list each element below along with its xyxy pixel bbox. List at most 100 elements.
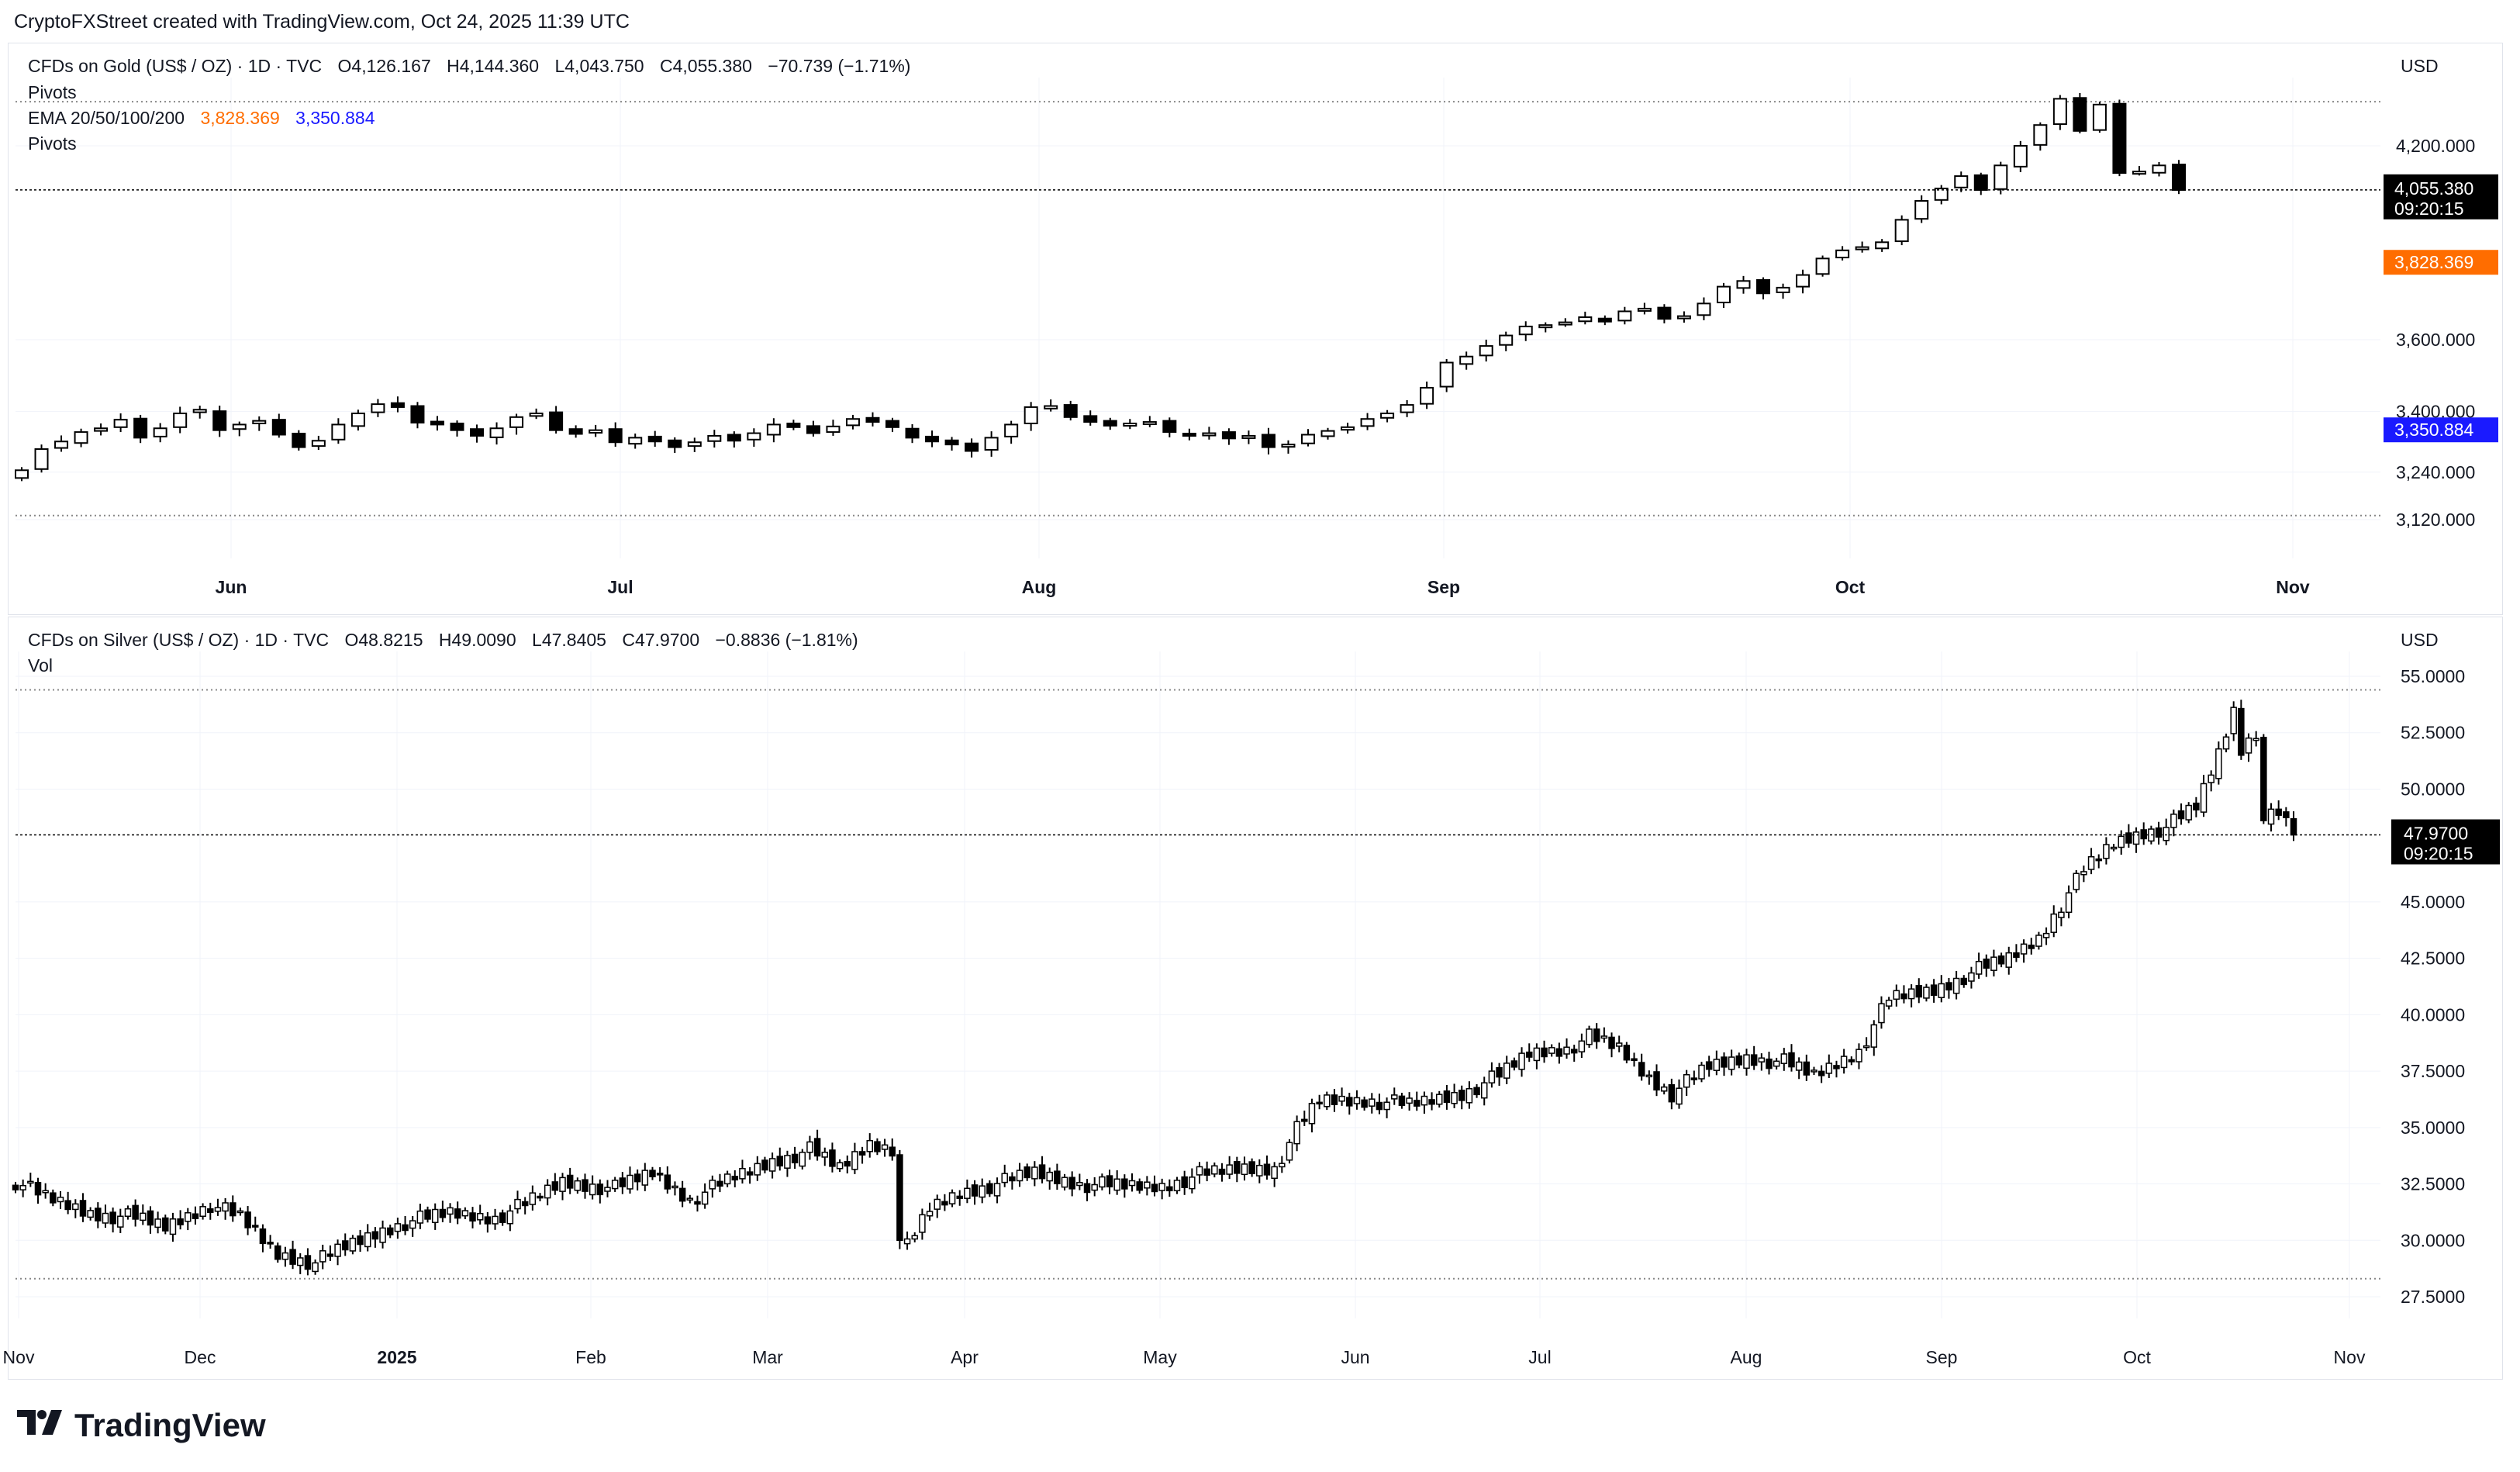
gold-candle-body <box>766 423 781 436</box>
silver-candle-body <box>1893 990 1900 1000</box>
silver-candle-body <box>461 1210 469 1217</box>
silver-candle-body <box>1510 1060 1518 1068</box>
silver-candle-body <box>1436 1094 1443 1105</box>
silver-candle-body <box>1338 1095 1345 1102</box>
silver-candle-body <box>199 1206 206 1217</box>
silver-candle-body <box>1383 1101 1390 1111</box>
gold-candle-body <box>1123 422 1137 427</box>
silver-candle-body <box>469 1212 476 1222</box>
silver-candle-body <box>537 1195 544 1199</box>
gold-candle-body <box>1875 241 1890 250</box>
silver-candle-body <box>926 1211 934 1217</box>
silver-candle-body <box>1271 1166 1278 1180</box>
gold-candle-body <box>1637 307 1652 312</box>
silver-candle-body <box>1121 1178 1128 1190</box>
silver-candle-body <box>1391 1094 1398 1100</box>
silver-candle-body <box>1009 1176 1016 1182</box>
silver-y-tick: 40.0000 <box>2401 1004 2465 1025</box>
silver-candle-body <box>1907 988 1915 1000</box>
gold-candle-body <box>1261 434 1276 448</box>
silver-candle-body <box>1099 1176 1106 1188</box>
gold-candle-body <box>806 425 820 434</box>
gold-indicator-pivots-2[interactable]: Pivots <box>28 133 77 154</box>
silver-candle-body <box>2230 707 2237 734</box>
silver-candle-body <box>1158 1183 1165 1191</box>
silver-candle-body <box>1623 1045 1631 1061</box>
gold-x-tick: Aug <box>1022 577 1057 597</box>
gold-candle-body <box>865 416 880 423</box>
silver-candle-body <box>1218 1168 1226 1175</box>
silver-candle-body <box>341 1240 349 1251</box>
silver-candle-body <box>87 1210 94 1218</box>
gold-candle-body <box>1400 404 1414 413</box>
silver-candle-body <box>447 1207 454 1215</box>
silver-candle-body <box>1997 955 2005 965</box>
silver-candle-body <box>1600 1035 1608 1039</box>
gold-candle-body <box>1439 361 1454 388</box>
gold-candle-body <box>965 442 979 452</box>
silver-candle-body <box>1795 1061 1803 1071</box>
silver-candle-body <box>230 1202 236 1217</box>
silver-title[interactable]: CFDs on Silver (US$ / OZ) · 1D · TVC <box>28 630 330 650</box>
silver-candle-body <box>1166 1186 1173 1192</box>
silver-candle-body <box>409 1220 416 1229</box>
gold-candle-body <box>1538 324 1553 329</box>
silver-candle-body <box>2185 804 2192 821</box>
silver-candle-body <box>754 1163 761 1176</box>
silver-candle-body <box>514 1198 521 1210</box>
gold-indicator-pivots-1[interactable]: Pivots <box>28 82 77 102</box>
silver-candle-body <box>2020 943 2028 955</box>
silver-low: L47.8405 <box>532 630 606 650</box>
silver-candle-body <box>192 1213 199 1219</box>
silver-candle-body <box>1061 1177 1068 1188</box>
silver-candle-body <box>664 1174 671 1190</box>
silver-candle-body <box>334 1243 341 1257</box>
silver-candle-body <box>806 1141 813 1153</box>
silver-candle-body <box>267 1242 274 1245</box>
silver-candle-body <box>34 1182 42 1196</box>
silver-candle-body <box>214 1207 222 1212</box>
silver-candle-body <box>934 1198 941 1210</box>
silver-candle-body <box>979 1185 986 1198</box>
silver-candle-body <box>140 1212 147 1221</box>
gold-candle-body <box>944 439 959 446</box>
silver-candle-body <box>492 1215 499 1225</box>
silver-candle-body <box>1031 1166 1038 1180</box>
gold-candle-body <box>331 423 346 441</box>
gold-currency-label[interactable]: USD <box>2401 56 2439 76</box>
silver-candle-body <box>1428 1099 1435 1105</box>
silver-candle-body <box>1676 1087 1683 1105</box>
silver-candle-body <box>1256 1164 1263 1177</box>
gold-candle-body <box>1044 405 1058 409</box>
silver-candle-body <box>1990 956 1997 971</box>
silver-legend: CFDs on Silver (US$ / OZ) · 1D · TVC O48… <box>28 630 869 651</box>
silver-candle-body <box>1923 987 1930 999</box>
gold-candle-body <box>1320 430 1335 437</box>
silver-candle-body <box>1525 1051 1533 1058</box>
silver-indicator-vol[interactable]: Vol <box>28 655 53 676</box>
silver-currency-label[interactable]: USD <box>2401 630 2439 650</box>
gold-candle-body <box>212 410 227 431</box>
gold-candle-body <box>727 434 741 442</box>
gold-candle-body <box>786 422 801 428</box>
gold-title[interactable]: CFDs on Gold (US$ / OZ) · 1D · TVC <box>28 56 323 76</box>
gold-x-tick: Jul <box>607 577 633 597</box>
silver-candle-body <box>2267 808 2275 825</box>
gold-candle-body <box>925 435 940 443</box>
silver-candle-body <box>986 1183 993 1194</box>
silver-candle-body <box>1465 1088 1473 1104</box>
silver-candle-body <box>544 1184 551 1199</box>
silver-candle-body <box>2215 748 2222 779</box>
gold-candle-body <box>1202 432 1217 437</box>
gold-candle-body <box>1360 418 1375 427</box>
silver-x-tick: May <box>1143 1347 1177 1367</box>
silver-candle-body <box>1960 977 1968 986</box>
ema20-label-box <box>2384 250 2498 275</box>
gold-x-tick: Oct <box>1835 577 1866 597</box>
silver-candle-body <box>476 1213 484 1221</box>
silver-candle-body <box>1226 1164 1233 1175</box>
silver-candle-body <box>896 1154 903 1242</box>
tradingview-logo[interactable]: TradingView <box>17 1405 266 1445</box>
gold-indicator-ema[interactable]: EMA 20/50/100/200 3,828.369 3,350.884 <box>28 108 386 129</box>
silver-candle-body <box>1608 1036 1615 1049</box>
